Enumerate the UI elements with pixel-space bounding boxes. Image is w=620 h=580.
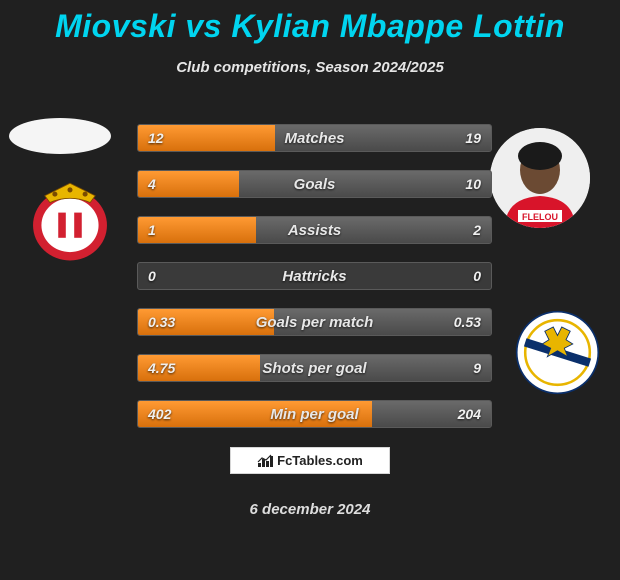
stat-bar-label: Assists [138, 217, 491, 243]
stat-bar-value-left: 402 [138, 401, 181, 427]
stat-bar-value-right: 19 [455, 125, 491, 151]
right-player-avatar: FLELOU [490, 128, 590, 228]
stat-bar: Min per goal402 204 [137, 400, 492, 428]
stat-bar-label: Goals [138, 171, 491, 197]
stat-bar: Shots per goal4.75 9 [137, 354, 492, 382]
stat-bar-value-right: 204 [448, 401, 491, 427]
stat-bar-value-left: 4.75 [138, 355, 185, 381]
stat-bar: Goals per match0.33 0.53 [137, 308, 492, 336]
stat-bar-value-left: 0.33 [138, 309, 185, 335]
page-subtitle: Club competitions, Season 2024/2025 [0, 59, 620, 76]
stat-bar-value-right: 10 [455, 171, 491, 197]
stat-bar-value-right: 0 [463, 263, 491, 289]
stat-bar-label: Goals per match [138, 309, 491, 335]
stat-bar-label: Matches [138, 125, 491, 151]
stat-bar: Hattricks0 0 [137, 262, 492, 290]
left-player-avatar-placeholder [9, 118, 111, 154]
stat-bar-value-left: 4 [138, 171, 166, 197]
stat-bar: Matches12 19 [137, 124, 492, 152]
stats-bars-container: Matches1219Goals410Assists12Hattricks00G… [137, 124, 492, 446]
page-title: Miovski vs Kylian Mbappe Lottin [0, 0, 620, 45]
stat-bar-value-left: 0 [138, 263, 166, 289]
stat-bar-value-left: 12 [138, 125, 174, 151]
stat-bar-value-left: 1 [138, 217, 166, 243]
brand-text: FcTables.com [277, 453, 363, 468]
stat-bar-value-right: 0.53 [444, 309, 491, 335]
left-club-badge [28, 179, 112, 263]
svg-text:FLELOU: FLELOU [522, 212, 558, 222]
stat-bar-label: Hattricks [138, 263, 491, 289]
stat-bar-value-right: 2 [463, 217, 491, 243]
stat-bar-value-right: 9 [463, 355, 491, 381]
date-text: 6 december 2024 [0, 501, 620, 518]
stat-bar: Assists1 2 [137, 216, 492, 244]
stat-bar: Goals4 10 [137, 170, 492, 198]
stat-bar-label: Shots per goal [138, 355, 491, 381]
right-club-badge [515, 310, 600, 395]
brand-badge: FcTables.com [230, 447, 390, 474]
stat-bar-label: Min per goal [138, 401, 491, 427]
